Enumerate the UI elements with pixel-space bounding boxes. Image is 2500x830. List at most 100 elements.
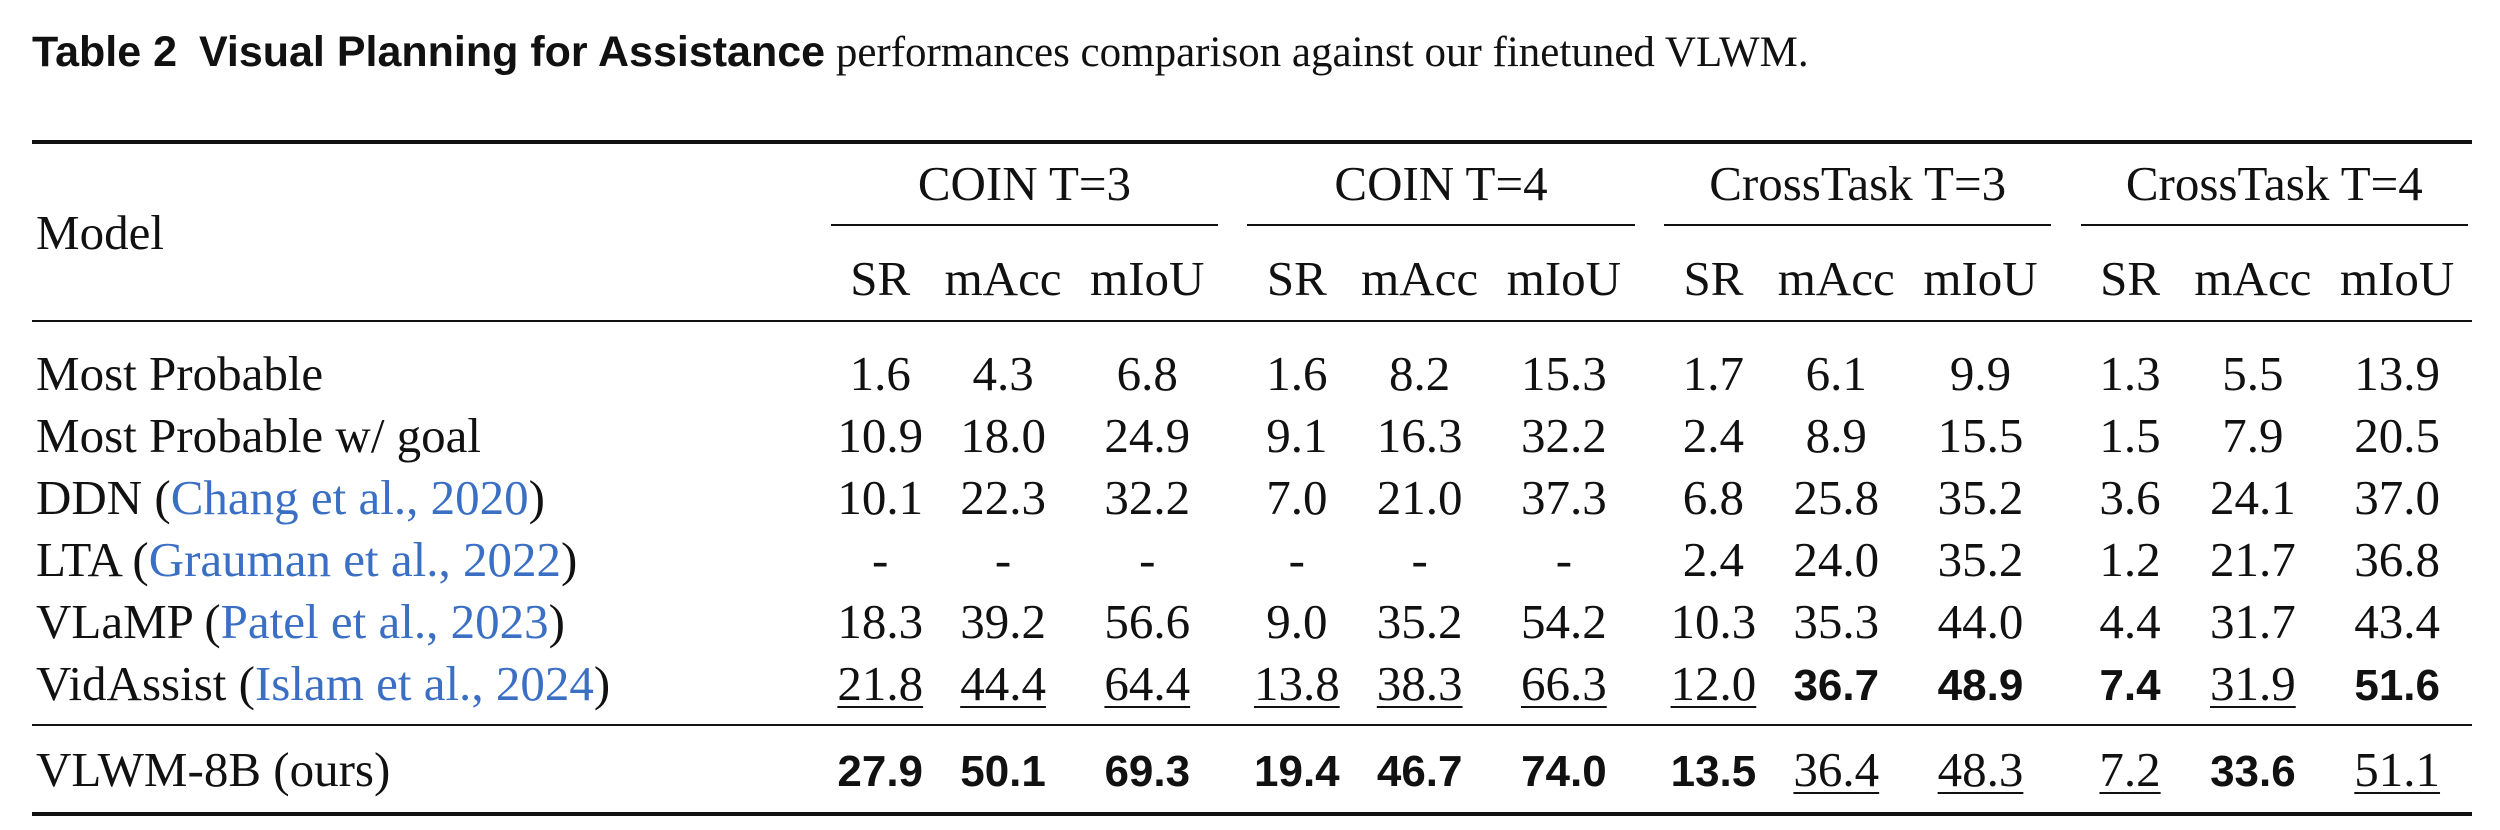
table-cell-best: 36.7: [1793, 660, 1880, 710]
table-cell-best: 27.9: [837, 746, 924, 796]
group-header: COIN T=4: [1243, 140, 1639, 236]
table-cell: -: [1555, 531, 1573, 587]
table-cell: 7.0: [1266, 469, 1328, 525]
table-cell: 1.6: [1266, 345, 1328, 401]
table-row-ours: VLWM-8B (ours) 27.9 50.1 69.3 19.4 46.7 …: [32, 724, 2472, 816]
table-cell-second-best: 51.1: [2354, 741, 2441, 797]
caption-label: Table 2: [32, 28, 177, 76]
metric-header: mIoU: [1905, 236, 2056, 322]
table-cell-best: 51.6: [2354, 660, 2440, 710]
table-row: Most Probable w/ goal 10.9 18.0 24.9 9.1…: [32, 404, 2472, 466]
table-cell: 9.9: [1949, 345, 2012, 401]
table-cell: 1.6: [849, 345, 911, 401]
table-cell-best: 50.1: [960, 746, 1046, 796]
table-cell: 32.2: [1521, 407, 1607, 463]
table-cell-second-best: 12.0: [1670, 655, 1757, 711]
table-cell: 37.3: [1521, 469, 1607, 525]
table-row: DDN (Chang et al., 2020) 10.1 22.3 32.2 …: [32, 466, 2472, 528]
table-cell: 44.0: [1937, 593, 2024, 649]
table-cell: 1.7: [1682, 345, 1745, 401]
header-row-groups: Model COIN T=3 COIN T=4 CrossTask T=3 Cr…: [32, 140, 2472, 322]
table-cell-second-best: 38.3: [1376, 655, 1463, 711]
metric-header: mIoU: [1489, 236, 1639, 322]
table-cell: 31.7: [2210, 593, 2296, 649]
citation-link[interactable]: Grauman et al., 2022: [148, 531, 561, 587]
table-cell: 5.5: [2222, 345, 2284, 401]
table-cell: 18.0: [960, 407, 1046, 463]
table-cell-second-best: 7.2: [2099, 741, 2161, 797]
table-row: LTA (Grauman et al., 2022) - - - - - - 2…: [32, 528, 2472, 590]
metric-header: mAcc: [1766, 236, 1906, 322]
table-cell: 43.4: [2354, 593, 2441, 649]
table-cell: 21.0: [1376, 469, 1463, 525]
table-caption: Table 2 Visual Planning for Assistance pe…: [32, 28, 1809, 77]
table-cell: 2.4: [1682, 407, 1745, 463]
table-cell-second-best: 66.3: [1521, 655, 1607, 711]
table-row: Most Probable 1.6 4.3 6.8 1.6 8.2 15.3 1…: [32, 321, 2472, 404]
table-cell: 35.2: [1937, 531, 2024, 587]
citation-link[interactable]: Chang et al., 2020: [170, 469, 529, 525]
table-cell-second-best: 64.4: [1104, 655, 1191, 711]
table-cell: 56.6: [1104, 593, 1191, 649]
model-header: Model: [32, 140, 806, 322]
model-name: DDN (Chang et al., 2020): [36, 469, 545, 525]
table-cell: 1.5: [2099, 407, 2161, 463]
table-row: VLaMP (Patel et al., 2023) 18.3 39.2 56.…: [32, 590, 2472, 652]
group-header: CrossTask T=4: [2076, 140, 2472, 236]
table-cell: 1.2: [2099, 531, 2161, 587]
header-row-metrics: SR mAcc mIoU SR mAcc mIoU SR mAcc mIoU S…: [32, 236, 2472, 322]
results-table: Model COIN T=3 COIN T=4 CrossTask T=3 Cr…: [32, 140, 2472, 816]
model-name: Most Probable: [36, 345, 324, 401]
table-cell: 4.4: [2099, 593, 2161, 649]
table-cell: 24.9: [1104, 407, 1191, 463]
metric-header: mIoU: [1072, 236, 1223, 322]
table-cell: 35.2: [1376, 593, 1463, 649]
table-cell: 35.3: [1793, 593, 1880, 649]
table-cell-best: 48.9: [1937, 660, 2024, 710]
table-cell-best: 74.0: [1521, 746, 1607, 796]
table-cell: 54.2: [1521, 593, 1607, 649]
table-cell: 24.0: [1793, 531, 1880, 587]
table-row: VidAssist (Islam et al., 2024) 21.8 44.4…: [32, 652, 2472, 725]
table-cell: 1.3: [2099, 345, 2161, 401]
table-cell: 6.8: [1116, 345, 1178, 401]
caption-title: Visual Planning for Assistance: [198, 28, 826, 76]
table-cell-second-best: 48.3: [1937, 741, 2024, 797]
table-cell: -: [1288, 531, 1305, 587]
citation-link[interactable]: Patel et al., 2023: [220, 593, 549, 649]
table-cell-second-best: 36.4: [1793, 741, 1880, 797]
metric-header: mAcc: [933, 236, 1073, 322]
table-cell: -: [994, 531, 1012, 587]
table-cell: 6.1: [1805, 345, 1867, 401]
metric-header: SR: [1243, 236, 1351, 322]
table-cell: 9.0: [1266, 593, 1328, 649]
citation-link[interactable]: Islam et al., 2024: [254, 655, 594, 711]
metric-header: mIoU: [2322, 236, 2472, 322]
table-cell: 21.7: [2210, 531, 2296, 587]
table-cell: 13.9: [2354, 345, 2441, 401]
table-cell: -: [872, 531, 889, 587]
metric-header: mAcc: [2183, 236, 2323, 322]
table-cell: 10.9: [837, 407, 924, 463]
table-cell: 22.3: [960, 469, 1046, 525]
model-name: VLWM-8B (ours): [32, 724, 806, 816]
table-cell: 15.5: [1937, 407, 2024, 463]
model-name: VidAssist (Islam et al., 2024): [36, 655, 611, 711]
table-cell: 8.2: [1389, 345, 1451, 401]
group-header: CrossTask T=3: [1660, 140, 2056, 236]
table-cell: -: [1139, 531, 1156, 587]
table-cell: 7.9: [2222, 407, 2284, 463]
table-cell: 8.9: [1805, 407, 1867, 463]
table-cell-second-best: 13.8: [1253, 655, 1340, 711]
table-cell-best: 19.4: [1254, 746, 1340, 796]
model-name: VLaMP (Patel et al., 2023): [36, 593, 565, 649]
table-cell-second-best: 44.4: [960, 655, 1046, 711]
table-cell-best: 33.6: [2210, 746, 2296, 796]
table-cell: 32.2: [1104, 469, 1191, 525]
table-cell: 35.2: [1937, 469, 2024, 525]
metric-header: mAcc: [1350, 236, 1490, 322]
table-cell: 10.1: [837, 469, 924, 525]
table-cell: 39.2: [960, 593, 1046, 649]
table-cell-best: 69.3: [1104, 746, 1191, 796]
table-cell: 18.3: [837, 593, 924, 649]
